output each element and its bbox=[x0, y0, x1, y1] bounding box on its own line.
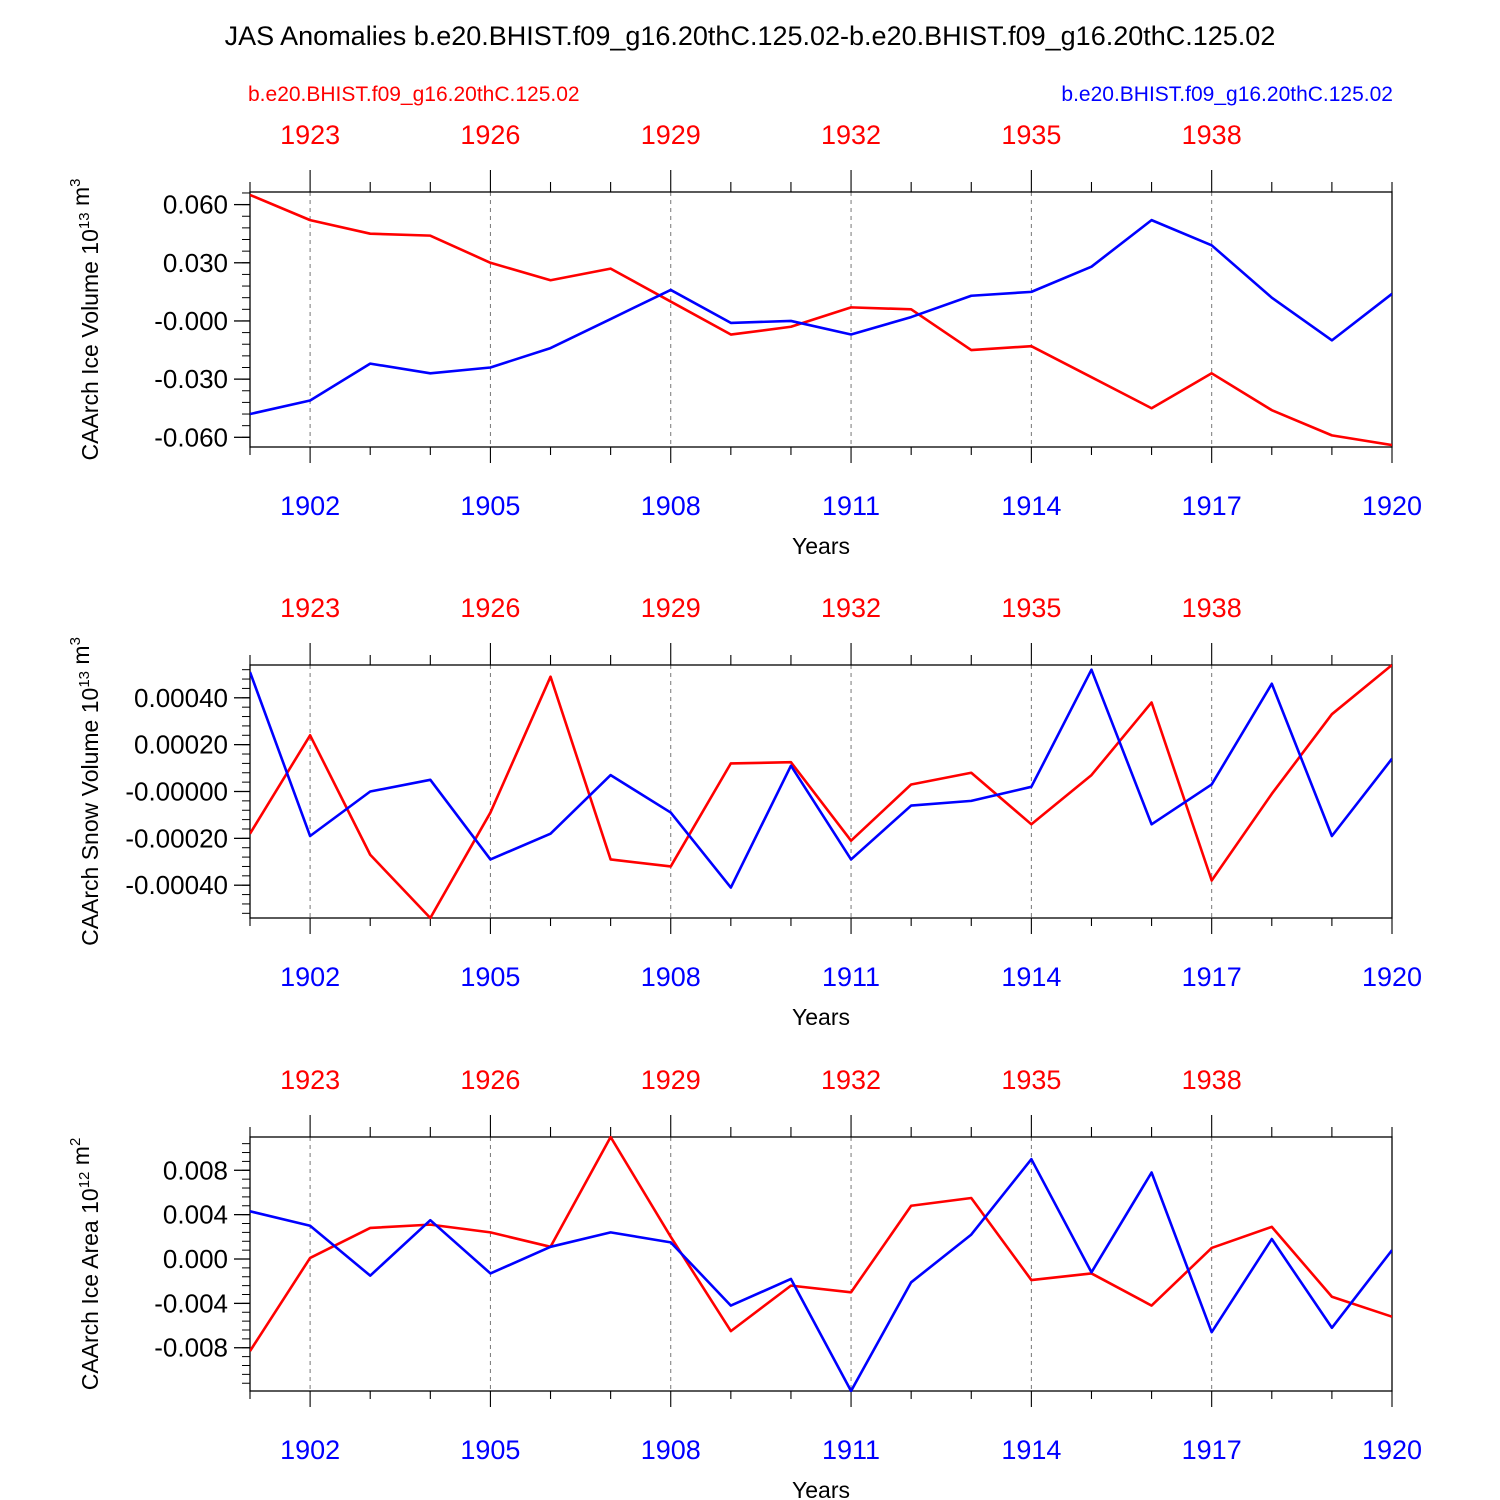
x-bottom-tick-label: 1905 bbox=[460, 491, 520, 521]
x-bottom-tick-label: 1902 bbox=[280, 962, 340, 992]
series-line-red bbox=[250, 193, 1392, 447]
y-axis-title-exponent: 3 bbox=[67, 179, 84, 187]
y-tick-label: -0.008 bbox=[154, 1333, 228, 1363]
y-axis-title-part: CAArch Snow Volume 10 bbox=[77, 688, 103, 946]
x-bottom-tick-label: 1917 bbox=[1182, 1435, 1242, 1465]
x-top-tick-label: 1926 bbox=[460, 1065, 520, 1095]
x-top-tick-label: 1938 bbox=[1182, 593, 1242, 623]
y-axis-title-part: m bbox=[68, 1146, 94, 1172]
legend-right-label: b.e20.BHIST.f09_g16.20thC.125.02 bbox=[1061, 83, 1393, 106]
x-top-tick-label: 1935 bbox=[1001, 1065, 1061, 1095]
x-top-tick-label: 1935 bbox=[1001, 593, 1061, 623]
x-bottom-tick-label: 1905 bbox=[460, 962, 520, 992]
x-bottom-tick-label: 1917 bbox=[1182, 491, 1242, 521]
y-tick-label: -0.060 bbox=[154, 422, 228, 452]
legend-left-label: b.e20.BHIST.f09_g16.20thC.125.02 bbox=[248, 83, 580, 106]
y-tick-label: 0.00020 bbox=[134, 730, 228, 760]
x-top-tick-label: 1932 bbox=[821, 1065, 881, 1095]
panel-ice-area: 0.008 0.004 0.000 -0.004 -0.008 1902 1905 1908 1… bbox=[67, 1065, 1422, 1500]
y-tick-label: 0.000 bbox=[163, 1244, 228, 1274]
x-bottom-tick-label: 1917 bbox=[1182, 962, 1242, 992]
y-tick-label: 0.008 bbox=[163, 1155, 228, 1185]
x-bottom-tick-label: 1920 bbox=[1362, 1435, 1422, 1465]
x-top-tick-label: 1935 bbox=[1001, 120, 1061, 150]
y-tick-label: 0.00040 bbox=[134, 683, 228, 713]
x-bottom-tick-label: 1920 bbox=[1362, 962, 1422, 992]
x-top-tick-label: 1932 bbox=[821, 120, 881, 150]
x-top-tick-label: 1929 bbox=[641, 593, 701, 623]
x-bottom-tick-label: 1920 bbox=[1362, 491, 1422, 521]
series-line-blue bbox=[250, 1157, 1392, 1392]
x-bottom-tick-label: 1914 bbox=[1001, 962, 1061, 992]
y-tick-label: 0.060 bbox=[163, 190, 228, 220]
y-axis-title: CAArch Ice Area 1012 m2 bbox=[67, 1138, 103, 1391]
y-tick-label: -0.00020 bbox=[125, 823, 228, 853]
y-tick-label: -0.000 bbox=[154, 306, 228, 336]
x-bottom-tick-label: 1902 bbox=[280, 491, 340, 521]
x-top-tick-label: 1938 bbox=[1182, 1065, 1242, 1095]
y-tick-label: -0.00040 bbox=[125, 870, 228, 900]
y-axis-title-part: m bbox=[68, 187, 94, 213]
y-axis-title: CAArch Ice Volume 1013 m3 bbox=[67, 179, 103, 461]
x-bottom-tick-label: 1902 bbox=[280, 1435, 340, 1465]
series-line-red bbox=[250, 664, 1392, 919]
x-axis-title: Years bbox=[792, 1477, 850, 1500]
y-axis-title-exponent: 13 bbox=[76, 671, 93, 688]
panel-snow-volume: 0.00040 0.00020 -0.00000 -0.00020 -0.00040 19… bbox=[67, 593, 1422, 1030]
y-tick-label: 0.030 bbox=[163, 248, 228, 278]
x-bottom-tick-label: 1908 bbox=[641, 962, 701, 992]
x-top-tick-label: 1938 bbox=[1182, 120, 1242, 150]
y-tick-label: 0.004 bbox=[163, 1200, 228, 1230]
x-top-tick-label: 1929 bbox=[641, 1065, 701, 1095]
series-line-red bbox=[250, 1136, 1392, 1352]
x-bottom-tick-label: 1914 bbox=[1001, 491, 1061, 521]
panel-ice-volume: 0.060 0.030 -0.000 -0.030 -0.060 1902 1905 1908… bbox=[67, 120, 1422, 559]
y-axis-title-part: m bbox=[68, 645, 94, 671]
x-bottom-tick-label: 1908 bbox=[641, 491, 701, 521]
y-tick-label: -0.030 bbox=[154, 364, 228, 394]
plot-frame bbox=[249, 191, 1393, 448]
y-tick-label: -0.004 bbox=[154, 1288, 228, 1318]
y-axis-title-part: CAArch Ice Volume 10 bbox=[77, 229, 103, 460]
y-axis-title-exponent: 12 bbox=[76, 1172, 93, 1189]
y-tick-label: -0.00000 bbox=[125, 777, 228, 807]
x-top-tick-label: 1926 bbox=[460, 593, 520, 623]
x-bottom-tick-label: 1914 bbox=[1001, 1435, 1061, 1465]
x-axis-title: Years bbox=[792, 1004, 850, 1030]
y-axis-title-part: CAArch Ice Area 10 bbox=[77, 1188, 103, 1390]
x-top-tick-label: 1923 bbox=[280, 593, 340, 623]
x-bottom-tick-label: 1908 bbox=[641, 1435, 701, 1465]
y-axis-title: CAArch Snow Volume 1013 m3 bbox=[67, 637, 103, 946]
series-line-blue bbox=[250, 668, 1392, 889]
x-top-tick-label: 1926 bbox=[460, 120, 520, 150]
x-bottom-tick-label: 1905 bbox=[460, 1435, 520, 1465]
series-line-blue bbox=[250, 218, 1392, 416]
x-top-tick-label: 1929 bbox=[641, 120, 701, 150]
plot-frame bbox=[249, 664, 1393, 919]
x-top-tick-label: 1932 bbox=[821, 593, 881, 623]
x-bottom-tick-label: 1911 bbox=[822, 1435, 880, 1465]
x-top-tick-label: 1923 bbox=[280, 120, 340, 150]
figure-title: JAS Anomalies b.e20.BHIST.f09_g16.20thC.… bbox=[225, 21, 1276, 51]
x-axis-title: Years bbox=[792, 533, 850, 559]
x-bottom-tick-label: 1911 bbox=[822, 962, 880, 992]
plot-frame bbox=[249, 1136, 1393, 1392]
y-axis-title-exponent: 13 bbox=[76, 212, 93, 229]
y-axis-title-exponent: 2 bbox=[67, 1138, 84, 1146]
x-bottom-tick-label: 1911 bbox=[822, 491, 880, 521]
x-top-tick-label: 1923 bbox=[280, 1065, 340, 1095]
y-axis-title-exponent: 3 bbox=[67, 637, 84, 645]
